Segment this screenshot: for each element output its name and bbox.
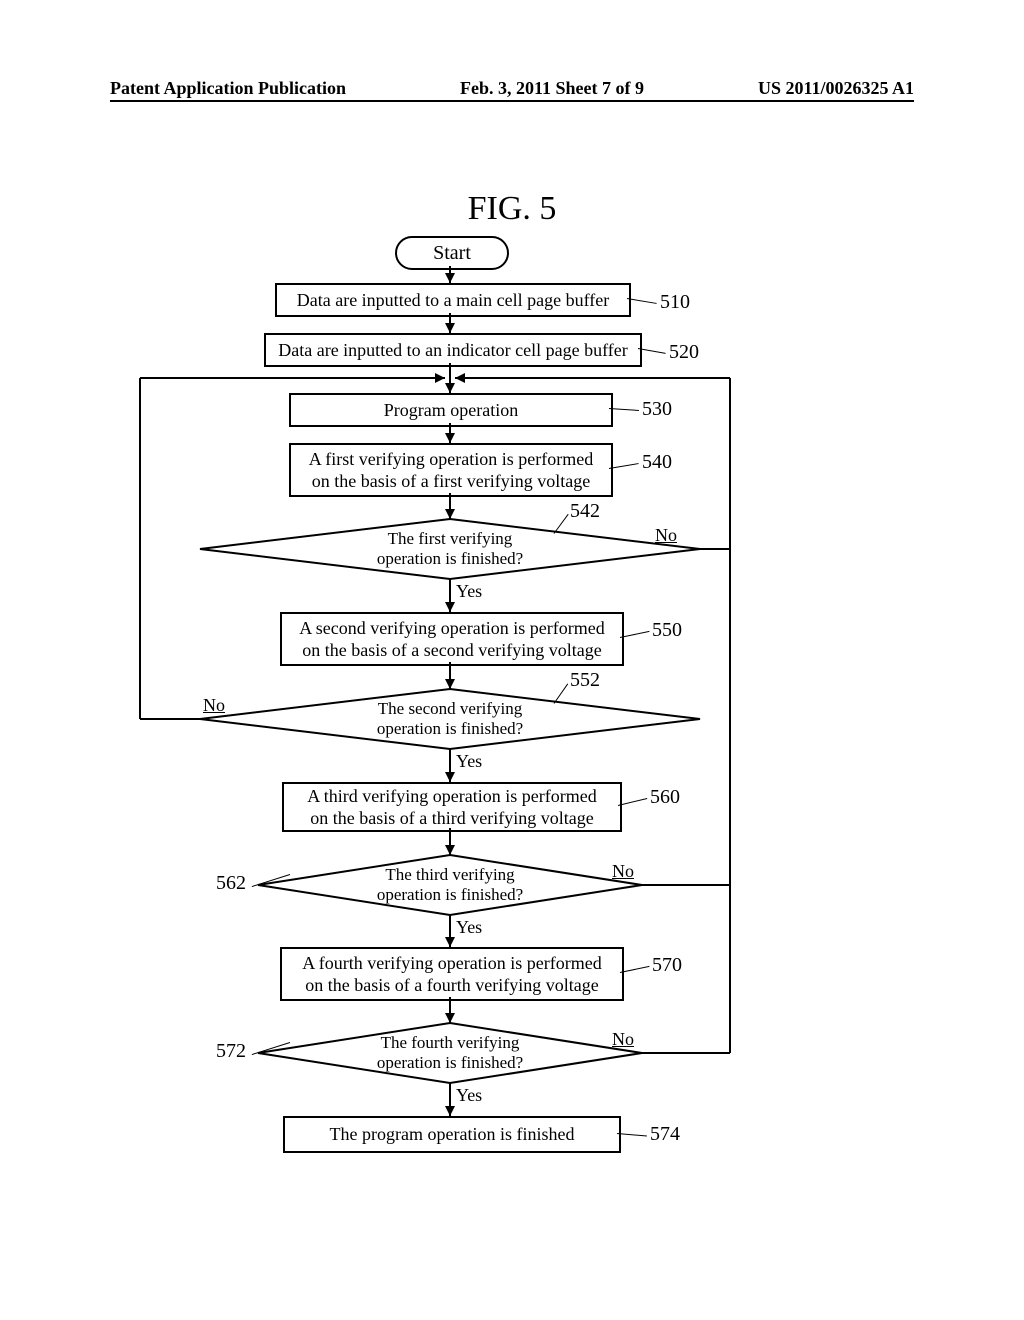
ref-label-570: 570: [652, 954, 682, 977]
leader-line: [609, 463, 639, 469]
no-label: No: [612, 1029, 634, 1050]
ref-label-530: 530: [642, 398, 672, 421]
arrowhead-icon: [435, 373, 445, 383]
ref-label-550: 550: [652, 619, 682, 642]
flowchart: Start Data are inputted to a main cell pa…: [0, 236, 1024, 1296]
decision-d572: The fourth verifyingoperation is finishe…: [258, 1023, 642, 1083]
start-terminator: Start: [395, 236, 509, 270]
process-n520: Data are inputted to an indicator cell p…: [264, 333, 642, 367]
arrowhead-icon: [445, 273, 455, 283]
ref-label-540: 540: [642, 451, 672, 474]
ref-label-562: 562: [216, 872, 246, 895]
leader-line: [620, 966, 649, 973]
process-n574: The program operation is finished: [283, 1116, 621, 1153]
arrowhead-icon: [445, 1013, 455, 1023]
arrowhead-icon: [445, 845, 455, 855]
arrowhead-icon: [445, 679, 455, 689]
process-n550: A second verifying operation is performe…: [280, 612, 624, 666]
leader-line: [618, 798, 647, 806]
no-label: No: [203, 695, 225, 716]
decision-d542: The first verifyingoperation is finished…: [200, 519, 700, 579]
no-label: No: [655, 525, 677, 546]
ref-label-520: 520: [669, 341, 699, 364]
connector: [642, 884, 730, 886]
leader-line: [627, 298, 657, 304]
ref-label-510: 510: [660, 291, 690, 314]
ref-label-574: 574: [650, 1123, 680, 1146]
yes-label: Yes: [456, 581, 482, 602]
process-n540: A first verifying operation is performed…: [289, 443, 613, 497]
arrowhead-icon: [445, 602, 455, 612]
process-n530: Program operation: [289, 393, 613, 427]
connector: [140, 718, 200, 720]
connector: [455, 377, 730, 379]
page-header: Patent Application Publication Feb. 3, 2…: [110, 78, 914, 99]
yes-label: Yes: [456, 917, 482, 938]
ref-label-552: 552: [570, 669, 600, 692]
header-center: Feb. 3, 2011 Sheet 7 of 9: [460, 78, 644, 99]
leader-line: [609, 408, 639, 411]
no-label: No: [612, 861, 634, 882]
arrowhead-icon: [445, 937, 455, 947]
leader-line: [638, 348, 666, 354]
connector: [700, 548, 730, 550]
leader-line: [617, 1133, 647, 1136]
decision-d552: The second verifyingoperation is finishe…: [200, 689, 700, 749]
header-rule: [110, 100, 914, 102]
ref-label-560: 560: [650, 786, 680, 809]
connector: [642, 1052, 730, 1054]
header-right: US 2011/0026325 A1: [758, 78, 914, 99]
arrowhead-icon: [445, 323, 455, 333]
arrowhead-icon: [445, 1106, 455, 1116]
header-left: Patent Application Publication: [110, 78, 346, 99]
connector: [729, 378, 731, 1053]
yes-label: Yes: [456, 751, 482, 772]
process-n570: A fourth verifying operation is performe…: [280, 947, 624, 1001]
process-n510: Data are inputted to a main cell page bu…: [275, 283, 631, 317]
arrowhead-icon: [445, 433, 455, 443]
arrowhead-icon: [445, 772, 455, 782]
arrowhead-icon: [455, 373, 465, 383]
arrowhead-icon: [445, 509, 455, 519]
ref-label-572: 572: [216, 1040, 246, 1063]
connector: [140, 377, 445, 379]
process-n560: A third verifying operation is performed…: [282, 782, 622, 832]
arrowhead-icon: [445, 383, 455, 393]
leader-line: [620, 631, 649, 638]
ref-label-542: 542: [570, 500, 600, 523]
connector: [139, 378, 141, 719]
figure-title: FIG. 5: [0, 190, 1024, 228]
yes-label: Yes: [456, 1085, 482, 1106]
decision-d562: The third verifyingoperation is finished…: [258, 855, 642, 915]
